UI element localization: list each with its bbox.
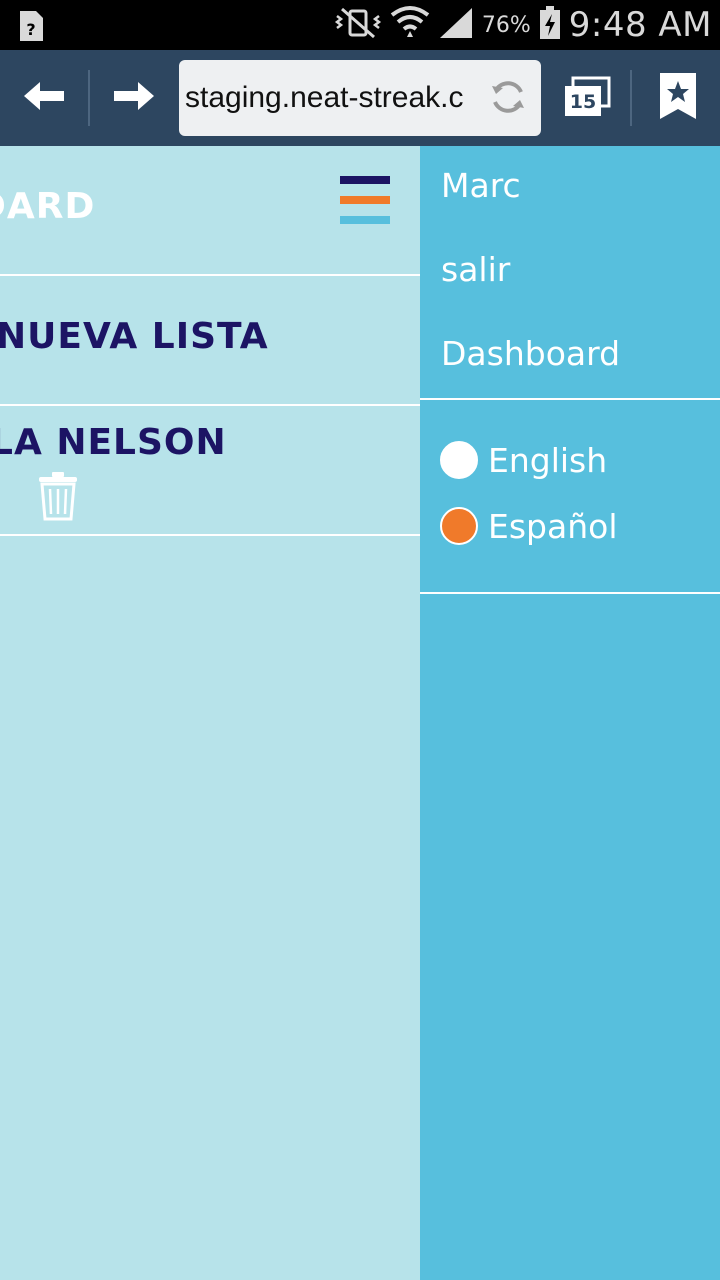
cell-signal-icon [438, 6, 474, 44]
tabs-icon: 15 [559, 76, 613, 120]
toolbar-divider [88, 70, 90, 126]
battery-percent: 76% [481, 12, 531, 38]
browser-toolbar: staging.neat-streak.c 15 [0, 50, 720, 146]
language-label: English [488, 440, 608, 480]
language-label: Español [488, 506, 618, 546]
svg-text:?: ? [26, 20, 35, 39]
language-option-english[interactable]: English [440, 440, 607, 480]
side-menu: Marc salir Dashboard English Español [420, 146, 720, 1280]
back-button[interactable] [14, 50, 74, 146]
forward-button[interactable] [104, 50, 164, 146]
tabs-button[interactable]: 15 [556, 50, 616, 146]
bookmarks-button[interactable] [648, 50, 708, 146]
address-bar[interactable]: staging.neat-streak.c [179, 60, 541, 136]
reload-icon[interactable] [489, 78, 527, 120]
hamburger-menu-icon [340, 176, 390, 226]
wifi-icon [390, 5, 430, 45]
clock: 9:48 AM [568, 5, 712, 45]
new-list-button[interactable]: NUEVA LISTA [0, 316, 269, 357]
main-panel: DARD NUEVA LISTA LA NELSON [0, 146, 420, 1280]
dashboard-link[interactable]: Dashboard [441, 334, 621, 373]
user-name-link[interactable]: Marc [441, 166, 521, 205]
bookmark-star-icon [658, 71, 698, 125]
url-text[interactable]: staging.neat-streak.c [185, 81, 464, 114]
vibrate-mute-icon [334, 6, 382, 44]
radio-selected[interactable] [440, 507, 478, 545]
new-list-row[interactable]: NUEVA LISTA [0, 276, 420, 406]
menu-divider [420, 592, 720, 594]
tab-count: 15 [569, 91, 597, 113]
back-arrow-icon [22, 79, 66, 117]
language-option-spanish[interactable]: Español [440, 506, 618, 546]
menu-toggle-button[interactable] [340, 176, 390, 226]
logout-link[interactable]: salir [441, 250, 511, 289]
dashboard-header: DARD [0, 146, 420, 276]
forward-arrow-icon [112, 79, 156, 117]
unknown-file-icon: ? [18, 10, 44, 46]
list-item[interactable]: LA NELSON [0, 406, 420, 536]
toolbar-divider [630, 70, 632, 126]
radio-unselected[interactable] [440, 441, 478, 479]
status-bar: ? 76% [0, 0, 720, 50]
list-item-title[interactable]: LA NELSON [0, 422, 227, 463]
trash-icon[interactable] [36, 470, 80, 526]
battery-charging-icon [539, 6, 561, 44]
page-title: DARD [0, 186, 96, 227]
menu-divider [420, 398, 720, 400]
